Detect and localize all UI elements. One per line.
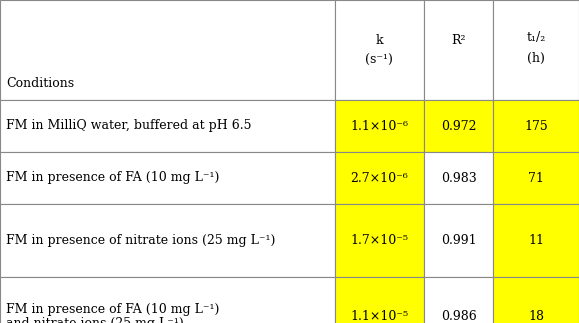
Text: 0.972: 0.972 xyxy=(441,120,477,132)
Bar xyxy=(0,0,335,100)
Text: 11: 11 xyxy=(528,234,544,247)
Text: 1.1×10⁻⁶: 1.1×10⁻⁶ xyxy=(350,120,408,132)
Text: 0.983: 0.983 xyxy=(441,172,477,184)
Text: 1.7×10⁻⁵: 1.7×10⁻⁵ xyxy=(350,234,408,247)
Text: (s⁻¹): (s⁻¹) xyxy=(365,54,393,67)
Bar xyxy=(0,277,335,323)
Bar xyxy=(335,277,424,323)
Bar xyxy=(493,0,579,100)
Text: FM in presence of FA (10 mg L⁻¹): FM in presence of FA (10 mg L⁻¹) xyxy=(6,304,219,317)
Bar xyxy=(335,100,424,152)
Bar xyxy=(493,204,579,277)
Text: FM in presence of FA (10 mg L⁻¹): FM in presence of FA (10 mg L⁻¹) xyxy=(6,172,219,184)
Bar xyxy=(335,204,424,277)
Bar xyxy=(424,204,493,277)
Bar xyxy=(493,277,579,323)
Bar xyxy=(493,100,579,152)
Text: 18: 18 xyxy=(528,310,544,323)
Bar xyxy=(493,152,579,204)
Text: FM in MilliQ water, buffered at pH 6.5: FM in MilliQ water, buffered at pH 6.5 xyxy=(6,120,251,132)
Text: t₁/₂: t₁/₂ xyxy=(526,32,546,45)
Text: Conditions: Conditions xyxy=(6,77,74,90)
Bar xyxy=(0,152,335,204)
Text: 0.991: 0.991 xyxy=(441,234,477,247)
Text: R²: R² xyxy=(451,34,466,47)
Bar xyxy=(424,100,493,152)
Text: k: k xyxy=(375,34,383,47)
Bar xyxy=(424,277,493,323)
Bar xyxy=(424,152,493,204)
Text: 2.7×10⁻⁶: 2.7×10⁻⁶ xyxy=(350,172,408,184)
Text: 1.1×10⁻⁵: 1.1×10⁻⁵ xyxy=(350,310,408,323)
Text: and nitrate ions (25 mg L⁻¹): and nitrate ions (25 mg L⁻¹) xyxy=(6,318,184,323)
Text: 71: 71 xyxy=(528,172,544,184)
Bar xyxy=(0,204,335,277)
Bar xyxy=(335,0,424,100)
Bar xyxy=(335,152,424,204)
Text: FM in presence of nitrate ions (25 mg L⁻¹): FM in presence of nitrate ions (25 mg L⁻… xyxy=(6,234,276,247)
Text: (h): (h) xyxy=(527,51,545,65)
Bar xyxy=(424,0,493,100)
Bar xyxy=(0,100,335,152)
Text: 175: 175 xyxy=(524,120,548,132)
Text: 0.986: 0.986 xyxy=(441,310,477,323)
